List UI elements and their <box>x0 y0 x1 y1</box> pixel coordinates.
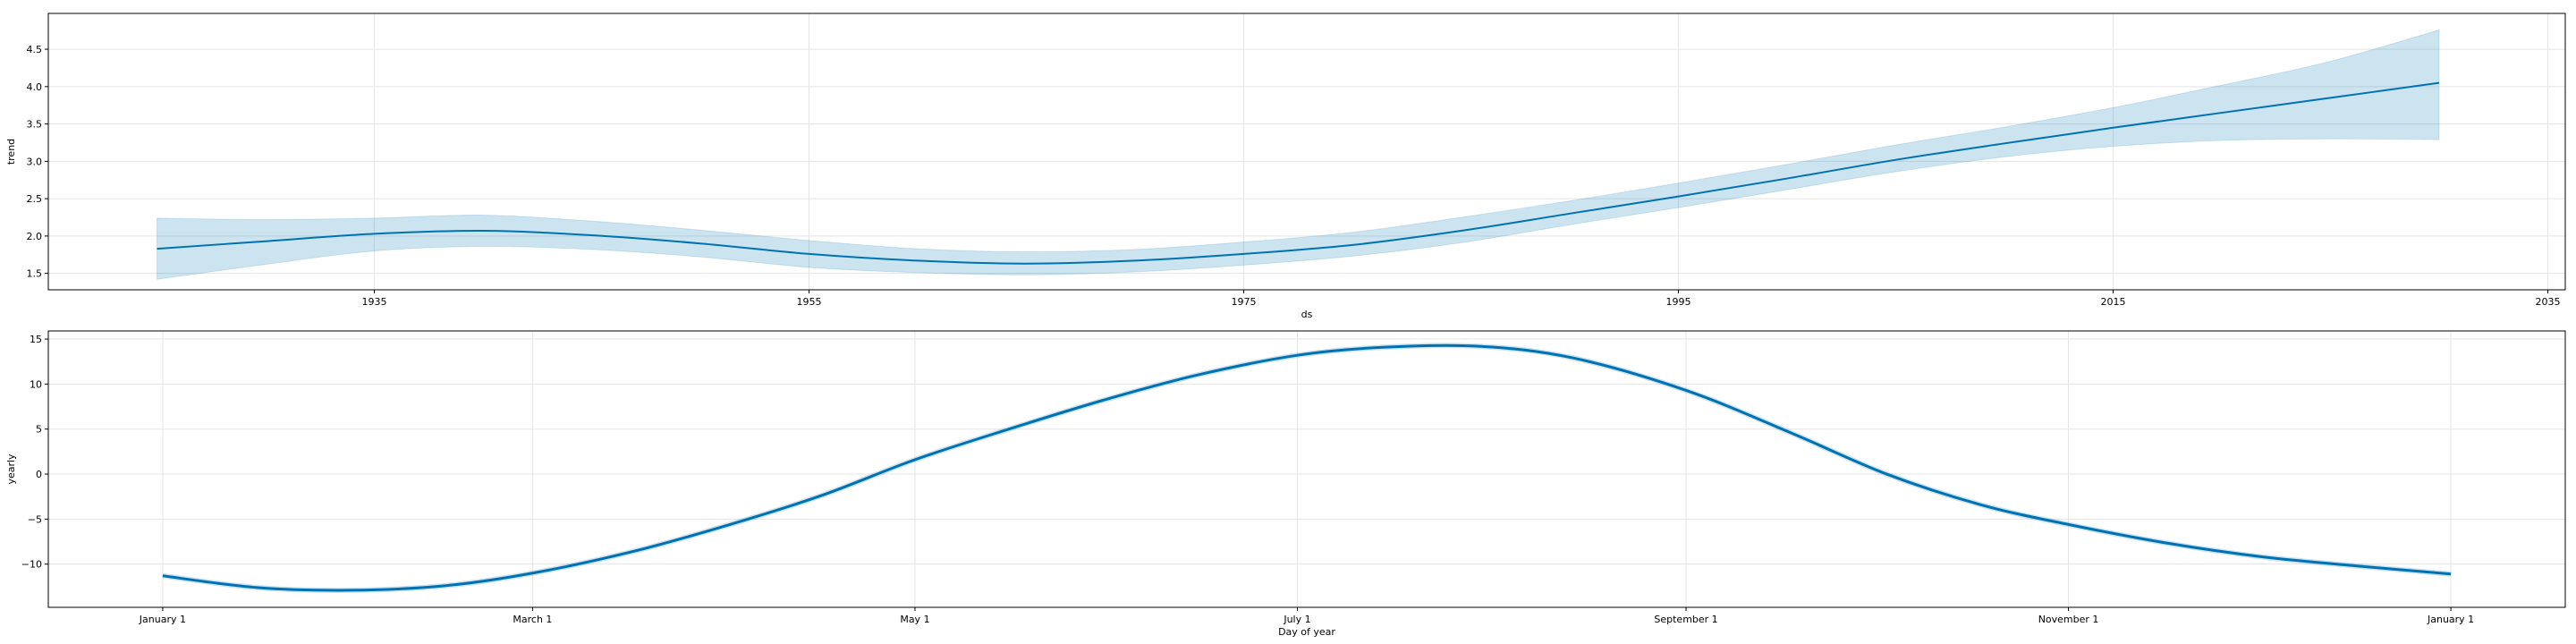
trend-panel: 1935 1955 1975 1995 2015 2035 1.5 2.0 2.5 3.0 3.5 4… <box>5 13 2566 320</box>
trend-x-tick-label: 1935 <box>362 296 387 308</box>
yearly-plot-frame <box>47 330 2566 608</box>
trend-y-tick-label: 4.5 <box>27 44 43 55</box>
yearly-y-axis-label: yearly <box>5 453 17 485</box>
trend-grid <box>48 13 2565 290</box>
trend-x-tick-label: 1995 <box>1666 296 1691 308</box>
trend-series-line <box>157 81 2440 265</box>
trend-uncertainty-band <box>157 30 2440 280</box>
yearly-y-tick-label: 10 <box>30 378 42 390</box>
yearly-y-tick-label: −5 <box>28 513 42 525</box>
yearly-uncertainty-band <box>162 343 2452 593</box>
trend-y-tick-label: 3.0 <box>27 156 43 167</box>
yearly-x-tick-label: March 1 <box>513 614 552 625</box>
yearly-panel: January 1 March 1 May 1 July 1 September 1 No… <box>5 330 2566 638</box>
yearly-x-tick-label: May 1 <box>900 614 929 625</box>
yearly-y-tick-label: −10 <box>21 559 42 571</box>
trend-x-tick-label: 1975 <box>1232 296 1257 308</box>
yearly-y-tick-label: 5 <box>36 424 42 436</box>
trend-y-tick-label: 4.0 <box>27 81 43 93</box>
yearly-y-tick-label: 0 <box>36 469 42 480</box>
trend-uncertainty-band-edge <box>157 29 2440 280</box>
yearly-series-line <box>162 343 2452 592</box>
trend-y-tick-label: 2.5 <box>27 193 43 205</box>
trend-plot-frame <box>47 13 2566 291</box>
trend-x-tick-label: 2035 <box>2536 296 2561 308</box>
yearly-x-axis-label: Day of year <box>1278 626 1335 638</box>
trend-y-tick-label: 1.5 <box>27 268 43 280</box>
trend-x-axis-label: ds <box>1301 309 1313 320</box>
trend-y-tick-label: 2.0 <box>27 231 43 242</box>
trend-x-tick-label: 2015 <box>2101 296 2126 308</box>
trend-y-axis-label: trend <box>5 139 17 165</box>
trend-x-tick-label: 1955 <box>797 296 822 308</box>
yearly-grid <box>48 331 2565 607</box>
yearly-y-tick-label: 15 <box>30 334 42 345</box>
trend-y-tick-label: 3.5 <box>27 119 43 131</box>
yearly-x-tick-label: July 1 <box>1283 614 1310 625</box>
yearly-x-tick-label: January 1 <box>139 614 186 625</box>
yearly-x-tick-label: January 1 <box>2427 614 2474 625</box>
yearly-x-tick-label: September 1 <box>1654 614 1717 625</box>
yearly-x-tick-label: November 1 <box>2038 614 2099 625</box>
